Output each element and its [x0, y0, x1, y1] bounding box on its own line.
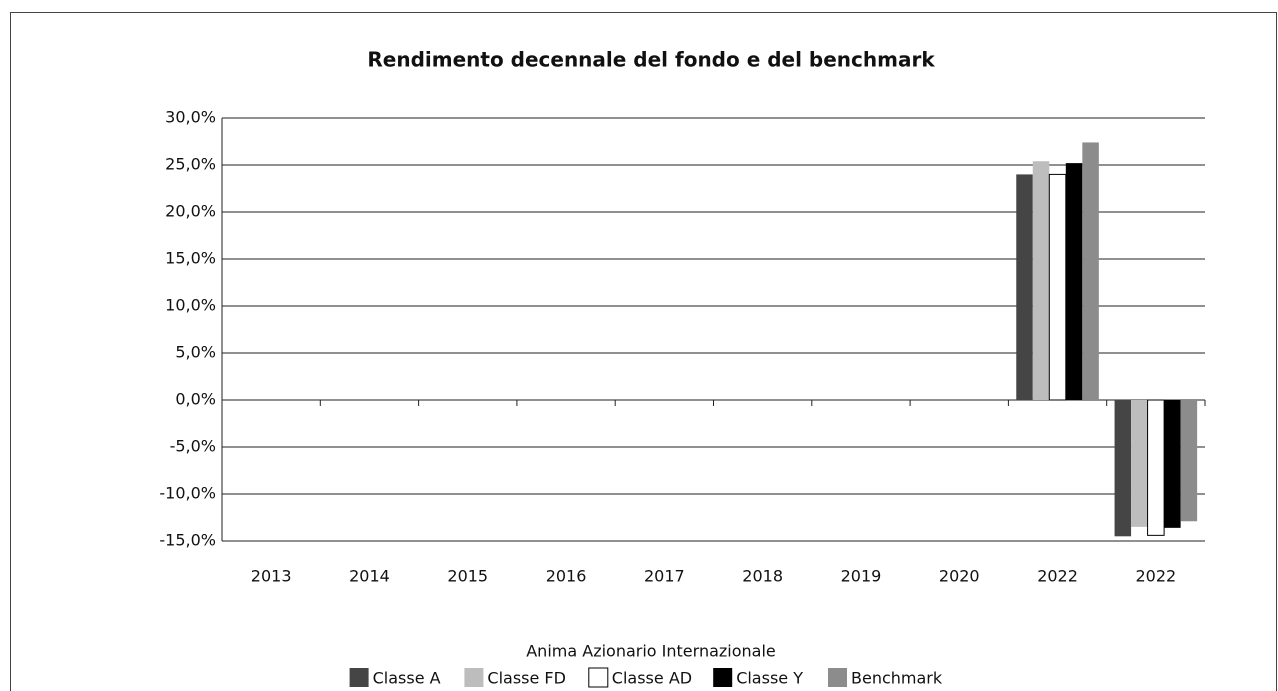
- legend-label: Classe Y: [736, 669, 803, 688]
- legend-swatch: [713, 668, 733, 687]
- x-tick-label: 2015: [447, 567, 488, 586]
- legend-title: Anima Azionario Internazionale: [526, 642, 776, 661]
- legend-swatch: [588, 667, 609, 688]
- x-tick-label: 2016: [546, 567, 587, 586]
- bar: [1082, 142, 1099, 400]
- x-tick-label: 2014: [349, 567, 390, 586]
- x-tick-label: 2019: [841, 567, 882, 586]
- x-tick-label: 2022: [1037, 567, 1078, 586]
- chart-frame: [10, 12, 1277, 691]
- y-tick-label: -10,0%: [159, 484, 216, 503]
- bar: [1065, 163, 1083, 400]
- chart-title: Rendimento decennale del fondo e del ben…: [367, 48, 935, 72]
- y-tick-label: 25,0%: [165, 155, 216, 174]
- legend-label: Classe A: [373, 669, 441, 688]
- x-tick-label: 2013: [251, 567, 292, 586]
- legend-label: Classe AD: [612, 669, 692, 688]
- y-tick-label: 5,0%: [175, 343, 216, 362]
- x-tick-label: 2017: [644, 567, 685, 586]
- x-tick-label: 2022: [1135, 567, 1176, 586]
- bar: [1180, 400, 1198, 522]
- legend-swatch: [828, 668, 847, 687]
- bar: [1032, 161, 1050, 400]
- bar: [1114, 400, 1132, 537]
- y-tick-label: -5,0%: [170, 437, 216, 456]
- legend-swatch: [464, 668, 484, 687]
- y-tick-label: 20,0%: [165, 202, 216, 221]
- y-tick-label: -15,0%: [159, 531, 216, 550]
- legend-swatch: [349, 668, 369, 687]
- bar: [1048, 173, 1067, 401]
- x-tick-label: 2018: [742, 567, 783, 586]
- legend-label: Benchmark: [851, 669, 943, 688]
- bar: [1131, 400, 1148, 527]
- bar: [1016, 174, 1033, 400]
- x-tick-label: 2020: [939, 567, 980, 586]
- bar: [1147, 399, 1165, 536]
- y-tick-label: 10,0%: [165, 296, 216, 315]
- legend-label: Classe FD: [487, 669, 566, 688]
- y-tick-label: 15,0%: [165, 249, 216, 268]
- y-tick-label: 0,0%: [175, 390, 216, 409]
- bar: [1164, 400, 1181, 528]
- y-tick-label: 30,0%: [165, 108, 216, 127]
